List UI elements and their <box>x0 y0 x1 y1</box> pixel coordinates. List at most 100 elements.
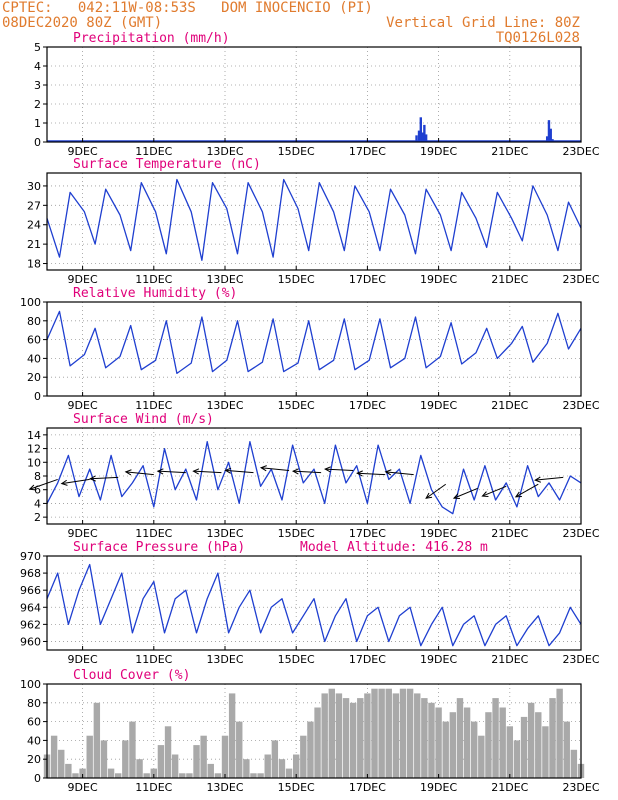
pressure-xtick-label: 17DEC <box>349 653 386 666</box>
cloud-bar <box>513 740 521 778</box>
rh-panel: Relative Humidity (%) 0 20 40 60 80 100 9DEC 11D… <box>20 286 600 412</box>
cloud-bar <box>300 735 307 778</box>
pressure-xtick-label: 23DEC <box>562 653 599 666</box>
precip-xtick-label: 17DEC <box>349 145 386 158</box>
header-grid-note: Vertical Grid Line: 80Z <box>386 15 580 31</box>
wind-xtick-label: 23DEC <box>562 527 599 540</box>
cloud-bar <box>506 726 514 778</box>
wind-arrow <box>385 471 414 476</box>
wind-arrow <box>157 470 186 474</box>
temp-xtick-label: 9DEC <box>68 273 98 286</box>
wind-arrow-head <box>259 465 267 472</box>
cloud-bar <box>371 688 378 778</box>
cloud-bar <box>136 759 143 778</box>
pressure-ytick-label: 968 <box>20 567 41 580</box>
rh-ytick-label: 20 <box>27 371 41 384</box>
precip-ytick-label: 2 <box>34 98 41 111</box>
cloud-bar <box>485 712 492 778</box>
cloud-bar <box>563 721 570 778</box>
wind-arrow <box>325 468 354 472</box>
wind-arrow <box>29 478 58 490</box>
cloud-bar <box>164 726 172 778</box>
wind-arrow-head <box>124 469 132 476</box>
cloud-bar <box>414 693 421 778</box>
cloud-ytick-label: 100 <box>20 678 41 691</box>
pressure-ytick-label: 970 <box>20 550 41 563</box>
cloud-bar <box>292 754 300 778</box>
cloud-bar <box>157 745 165 778</box>
cloud-bar <box>143 773 150 778</box>
wind-series-line <box>46 441 582 515</box>
cloud-ytick-label: 80 <box>27 697 41 710</box>
cloud-bar <box>278 759 286 778</box>
precip-xtick-label: 15DEC <box>278 145 315 158</box>
cloud-bar <box>492 698 499 778</box>
wind-xtick-label: 13DEC <box>206 527 243 540</box>
cloud-bar <box>364 693 371 778</box>
wind-xtick-label: 19DEC <box>420 527 457 540</box>
wind-arrow <box>482 485 507 497</box>
wind-arrow <box>261 467 290 472</box>
temp-ytick-label: 18 <box>27 258 41 271</box>
precip-bar <box>547 120 551 142</box>
temp-xtick-label: 11DEC <box>135 273 172 286</box>
cloud-bar <box>214 773 222 778</box>
precip-bar <box>417 130 421 142</box>
temp-ytick-label: 21 <box>27 238 41 251</box>
wind-xtick-label: 15DEC <box>278 527 315 540</box>
precip-bar <box>415 135 418 142</box>
precip-title: Precipitation (mm/h) <box>73 31 230 46</box>
cloud-bar <box>470 721 478 778</box>
wind-arrow <box>225 469 254 474</box>
pressure-frame <box>46 555 582 651</box>
temp-ytick-label: 27 <box>27 199 41 212</box>
wind-xtick-label: 17DEC <box>349 527 386 540</box>
cloud-bar <box>236 721 243 778</box>
cloud-bar <box>527 702 535 778</box>
wind-arrow-head <box>481 491 489 497</box>
cloud-bar <box>72 773 79 778</box>
cloud-ytick-label: 40 <box>27 734 41 747</box>
cloud-bar <box>321 693 328 778</box>
precip-ytick-label: 4 <box>34 60 41 73</box>
header-line-1: CPTEC: 042:11W-08:53S DOM INOCENCIO (PI) <box>2 0 373 16</box>
wind-arrow-head <box>192 468 200 475</box>
temp-xtick-label: 13DEC <box>206 273 243 286</box>
cloud-bar <box>378 688 385 778</box>
header-date: 08DEC2020 80Z (GMT) <box>2 15 163 31</box>
pressure-annotation: Model Altitude: 416.28 m <box>300 540 488 555</box>
cloud-bar <box>79 768 86 778</box>
cloud-bar <box>570 749 578 778</box>
pressure-xtick-label: 15DEC <box>278 653 315 666</box>
cloud-bar <box>114 773 122 778</box>
cloud-bar <box>86 735 93 778</box>
wind-arrow <box>425 483 447 499</box>
precip-ytick-label: 5 <box>34 41 41 54</box>
wind-ytick-label: 8 <box>34 470 41 483</box>
wind-arrow <box>535 476 564 481</box>
wind-arrow-head <box>224 467 232 474</box>
cloud-xtick-label: 21DEC <box>491 781 528 794</box>
cloud-bar <box>186 773 193 778</box>
cloud-bar <box>349 702 357 778</box>
cloud-bar <box>221 735 229 778</box>
temp-ytick-label: 24 <box>27 219 41 232</box>
cloud-bar <box>392 693 400 778</box>
wind-arrow-head <box>514 491 522 498</box>
precip-ytick-label: 0 <box>34 136 41 149</box>
cloud-bar <box>179 773 186 778</box>
cloud-bar <box>520 716 528 778</box>
cloud-bar <box>100 740 108 778</box>
cloud-bar <box>307 721 314 778</box>
precip-bar <box>421 132 424 142</box>
pressure-ytick-label: 966 <box>20 584 41 597</box>
cloud-bar <box>285 768 293 778</box>
wind-arrow-head <box>291 468 299 475</box>
cloud-bar <box>58 749 65 778</box>
cloud-bar <box>499 707 506 778</box>
rh-xtick-label: 17DEC <box>349 399 386 412</box>
cloud-xtick-label: 17DEC <box>349 781 386 794</box>
rh-frame <box>46 301 582 397</box>
